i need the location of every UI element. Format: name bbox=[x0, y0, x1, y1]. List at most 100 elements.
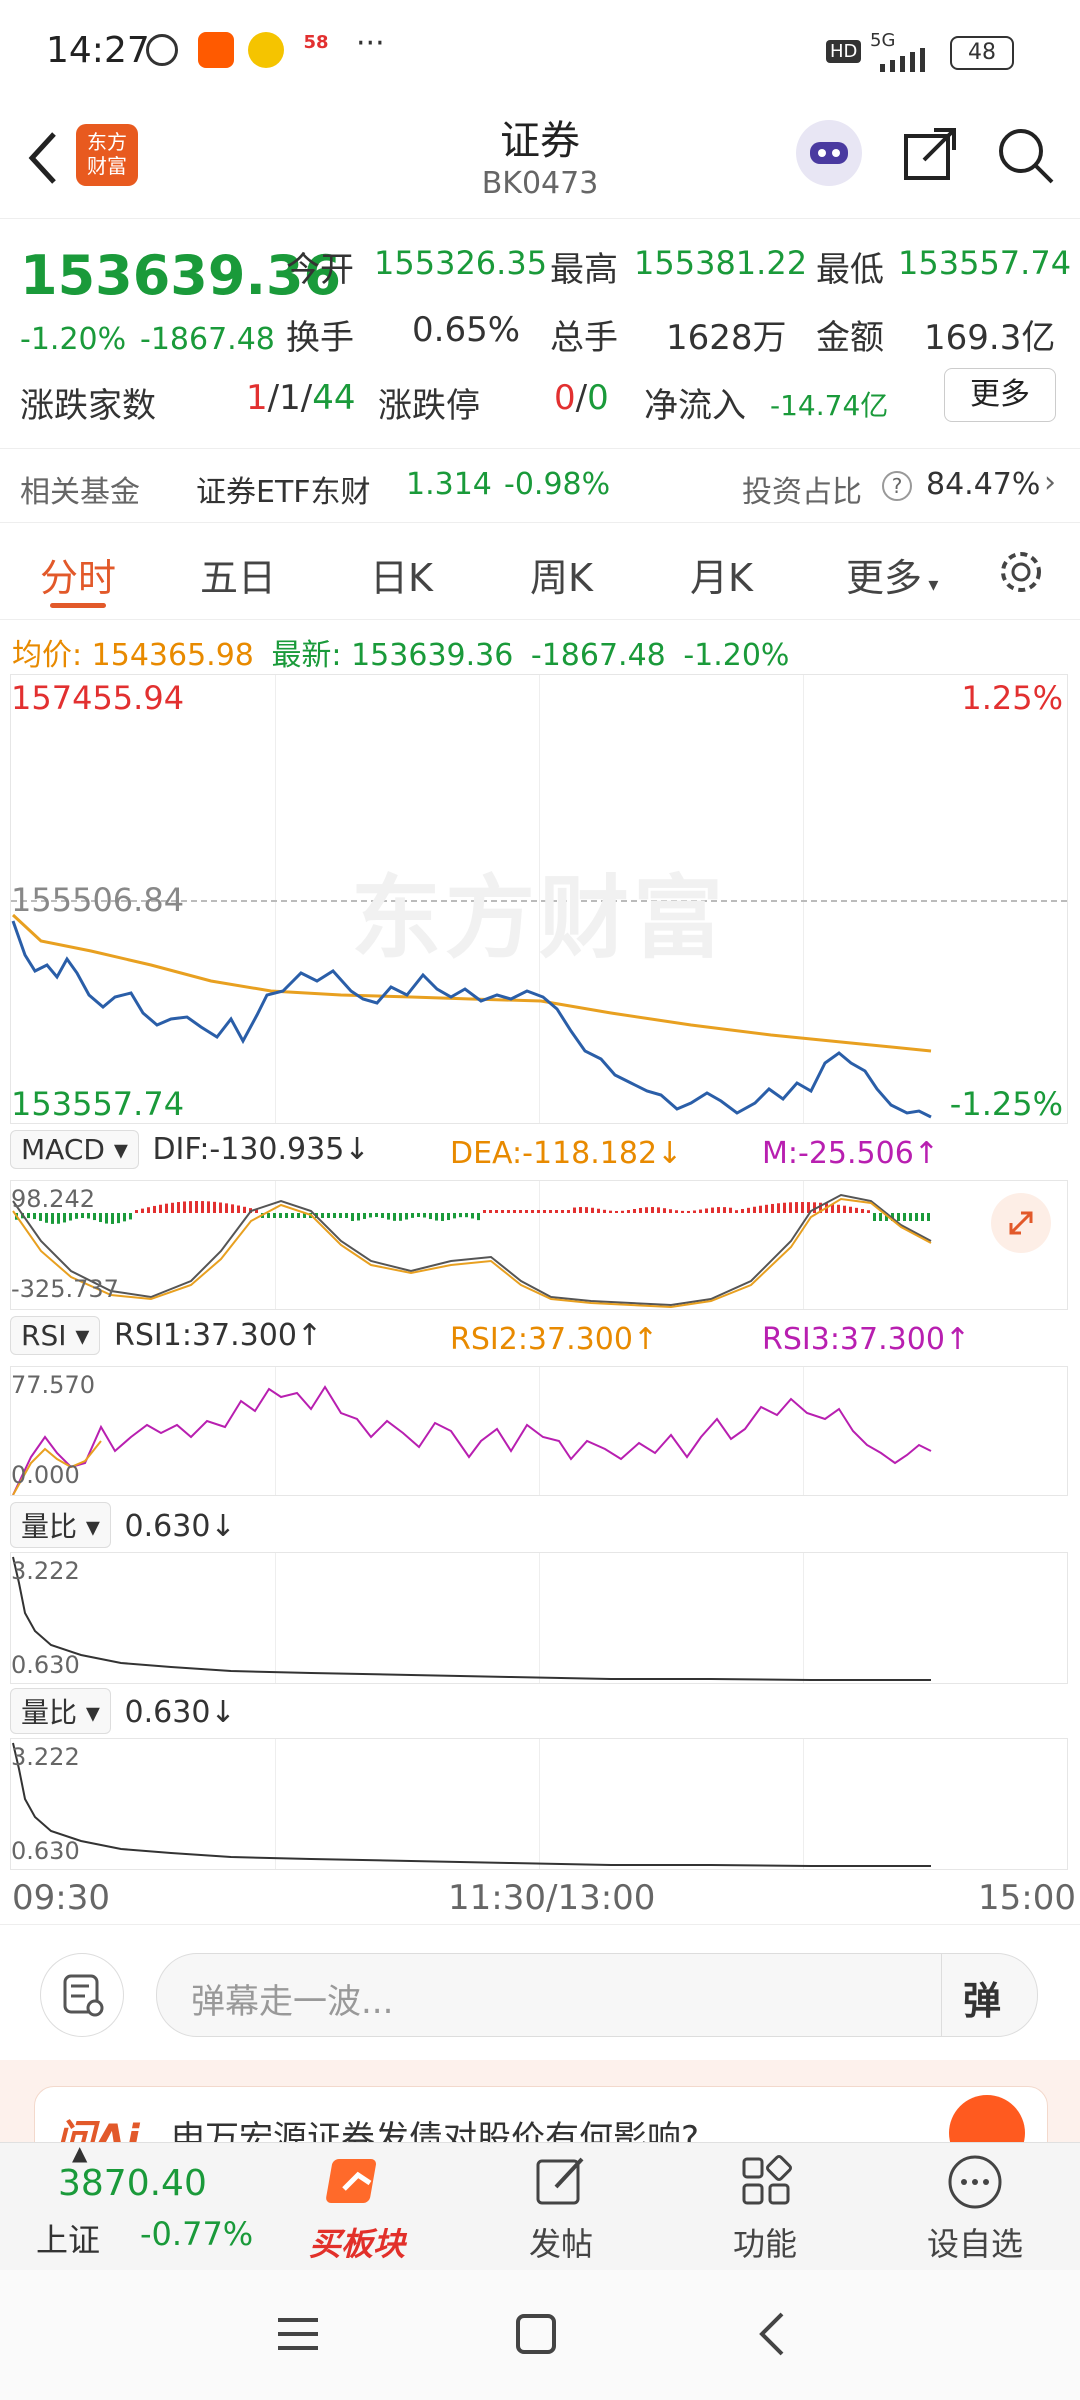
limit-label: 涨跌停 bbox=[378, 386, 480, 426]
pct-axis-bottom: -1.25% bbox=[949, 1085, 1063, 1123]
time-axis: 09:30 11:30/13:00 15:00 bbox=[0, 1874, 1080, 1924]
ai-robot-icon[interactable] bbox=[796, 120, 862, 186]
fund-name: 证券ETF东财 bbox=[196, 475, 371, 510]
netflow-label: 净流入 bbox=[644, 386, 746, 426]
volume-ratio-chart-1[interactable]: 3.222 0.630 bbox=[10, 1552, 1068, 1684]
volume-ratio-axis-top-1: 3.222 bbox=[11, 1557, 80, 1585]
rsi-header: RSI ▾ RSI1:37.300↑ RSI2:37.300↑ RSI3:37.… bbox=[10, 1316, 1070, 1364]
fund-price: 1.314 bbox=[406, 467, 492, 502]
index-value: 3870.40 bbox=[58, 2163, 207, 2204]
volume-ratio-value-1: 0.630↓ bbox=[124, 1509, 236, 1544]
change-value: -1867.48 bbox=[140, 322, 275, 357]
functions-button[interactable]: 功能 bbox=[690, 2143, 840, 2271]
add-watchlist-button[interactable]: 设自选 bbox=[900, 2143, 1050, 2271]
macd-dif: DIF:-130.935↓ bbox=[152, 1132, 370, 1167]
amount-label: 金额 bbox=[816, 318, 884, 358]
notes-settings-icon[interactable] bbox=[40, 1953, 124, 2037]
more-dots-icon bbox=[946, 2153, 1004, 2215]
volume-ratio-axis-top-2: 3.222 bbox=[11, 1743, 80, 1771]
battery-icon: 48 bbox=[950, 36, 1014, 70]
related-fund-row[interactable]: 相关基金 证券ETF东财 1.314 -0.98% 投资占比 ? 84.47% … bbox=[0, 448, 1080, 523]
tab-daily-k[interactable]: 日K bbox=[370, 556, 433, 600]
tab-monthly-k[interactable]: 月K bbox=[690, 556, 753, 600]
macd-header: MACD ▾ DIF:-130.935↓ DEA:-118.182↓ M:-25… bbox=[10, 1130, 1070, 1178]
danmu-toggle-button[interactable]: 弹 bbox=[963, 1979, 1002, 2023]
buy-sector-button[interactable]: 买板块 bbox=[282, 2143, 432, 2271]
fund-label: 相关基金 bbox=[20, 475, 140, 510]
volume-label: 总手 bbox=[550, 318, 618, 358]
intraday-info-line: 均价: 154365.98 最新: 153639.36 -1867.48 -1.… bbox=[12, 638, 790, 673]
rsi-axis-bottom: 0.000 bbox=[11, 1461, 80, 1489]
back-icon[interactable] bbox=[22, 128, 62, 192]
volume-ratio-axis-bottom-1: 0.630 bbox=[11, 1651, 80, 1679]
edit-icon bbox=[534, 2153, 590, 2213]
search-icon[interactable] bbox=[996, 126, 1056, 190]
volume-ratio-selector-1[interactable]: 量比 ▾ bbox=[10, 1502, 111, 1548]
rsi1-value: RSI1:37.300↑ bbox=[114, 1318, 323, 1353]
ai-question: 申万宏源证券发债对股价有何影响? bbox=[171, 2119, 700, 2142]
breadth-values: 1/1/44 bbox=[246, 378, 356, 418]
rsi-chart[interactable]: 77.570 0.000 bbox=[10, 1366, 1068, 1496]
grid-icon bbox=[738, 2153, 794, 2213]
high-value: 155381.22 bbox=[634, 244, 808, 282]
danmu-input[interactable]: 弹幕走一波... 弹 bbox=[156, 1953, 1038, 2037]
ai-brand: 问Ai bbox=[55, 2117, 140, 2142]
hd-icon: HD bbox=[826, 40, 862, 63]
price-axis-mid: 155506.84 bbox=[11, 881, 185, 919]
more-notifications-icon: ··· bbox=[356, 26, 385, 61]
volume-ratio-header-2: 量比 ▾ 0.630↓ bbox=[10, 1688, 1070, 1736]
share-icon[interactable] bbox=[902, 126, 958, 186]
turnover-label: 换手 bbox=[286, 318, 354, 358]
price-lines bbox=[11, 913, 932, 1119]
time-end: 15:00 bbox=[978, 1878, 1076, 1918]
volume-ratio-value-2: 0.630↓ bbox=[124, 1695, 236, 1730]
volume-ratio-chart-2[interactable]: 3.222 0.630 bbox=[10, 1738, 1068, 1870]
settings-gear-icon[interactable] bbox=[996, 547, 1046, 601]
help-icon[interactable]: ? bbox=[882, 471, 912, 501]
arrow-right-icon[interactable] bbox=[949, 2095, 1025, 2142]
menu-icon[interactable] bbox=[276, 2314, 320, 2358]
post-button[interactable]: 发帖 bbox=[486, 2143, 636, 2271]
volume-ratio-axis-bottom-2: 0.630 bbox=[11, 1837, 80, 1865]
macd-selector[interactable]: MACD ▾ bbox=[10, 1130, 139, 1169]
quote-panel: 153639.36 -1.20% -1867.48 今开 155326.35 最… bbox=[0, 218, 1080, 448]
tab-more[interactable]: 更多 ▾ bbox=[846, 556, 939, 600]
taobao-app-icon bbox=[198, 32, 234, 68]
tab-five-day[interactable]: 五日 bbox=[200, 556, 277, 600]
rsi3-value: RSI3:37.300↑ bbox=[762, 1322, 971, 1357]
netflow-value: -14.74亿 bbox=[770, 389, 889, 422]
macd-axis-top: 98.242 bbox=[11, 1185, 95, 1213]
price-axis-bottom: 153557.74 bbox=[11, 1085, 185, 1123]
avg-price: 154365.98 bbox=[91, 638, 254, 673]
home-icon[interactable] bbox=[514, 2312, 558, 2360]
rsi-selector[interactable]: RSI ▾ bbox=[10, 1316, 101, 1355]
system-nav-bar bbox=[0, 2270, 1080, 2400]
ai-banner[interactable]: 问Ai 申万宏源证券发债对股价有何影响? bbox=[0, 2060, 1080, 2142]
amount-value: 169.3亿 bbox=[924, 318, 1056, 358]
period-tabs: 分时 五日 日K 周K 月K 更多 ▾ bbox=[0, 522, 1080, 620]
time-mid: 11:30/13:00 bbox=[448, 1878, 656, 1918]
macd-lines bbox=[12, 1193, 932, 1309]
nav-back-icon[interactable] bbox=[752, 2310, 792, 2362]
index-name: 上证 bbox=[36, 2221, 101, 2259]
active-tab-indicator bbox=[50, 603, 106, 608]
bottom-bar: ▲ 3870.40 上证 -0.77% 买板块 发帖 功能 设自选 bbox=[0, 2141, 1080, 2271]
breadth-label: 涨跌家数 bbox=[20, 386, 156, 426]
tab-weekly-k[interactable]: 周K bbox=[530, 556, 593, 600]
macd-chart[interactable]: 98.242 -325.737 bbox=[10, 1180, 1068, 1310]
volume-ratio-selector-2[interactable]: 量比 ▾ bbox=[10, 1688, 111, 1734]
status-bar: 14:27 58 ··· HD 5G 48 bbox=[0, 0, 1080, 100]
alarm-icon bbox=[146, 34, 178, 66]
macd-m: M:-25.506↑ bbox=[762, 1136, 939, 1171]
expand-icon[interactable] bbox=[991, 1193, 1051, 1253]
intraday-chart[interactable]: 东方财富 157455.94 155506.84 153557.74 1.25%… bbox=[10, 674, 1068, 1124]
rsi-axis-top: 77.570 bbox=[11, 1371, 95, 1399]
weibo-app-icon bbox=[248, 32, 284, 68]
low-label: 最低 bbox=[816, 250, 884, 290]
more-button[interactable]: 更多 bbox=[944, 368, 1056, 422]
tab-intraday[interactable]: 分时 bbox=[40, 556, 117, 600]
header: 东方 财富 证券 BK0473 bbox=[0, 100, 1080, 219]
index-ticker[interactable]: ▲ 3870.40 上证 -0.77% bbox=[36, 2141, 254, 2259]
price-axis-top: 157455.94 bbox=[11, 679, 185, 717]
volume-ratio-line-2 bbox=[12, 1742, 931, 1867]
